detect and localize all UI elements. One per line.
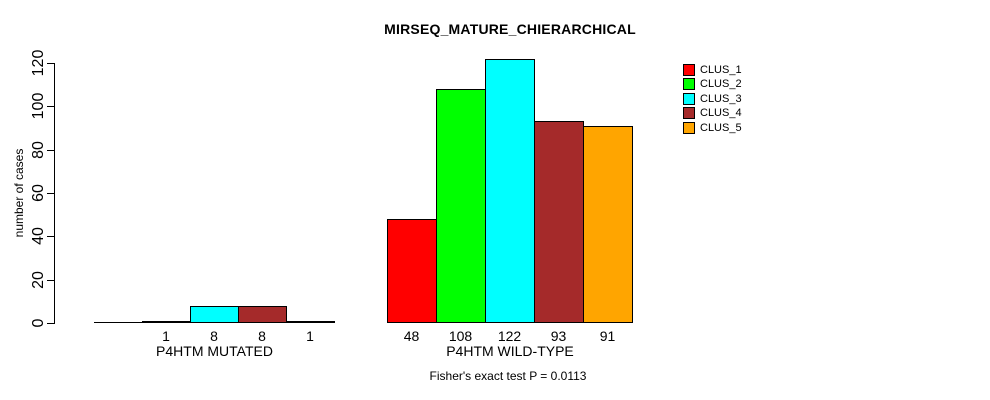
legend-swatch-clus_3 xyxy=(683,92,695,105)
bar-clus_5-group2 xyxy=(583,126,633,323)
y-tick-label: 40 xyxy=(30,227,47,245)
x-group-label-2: P4HTM WILD-TYPE xyxy=(446,343,574,359)
bar-value-label: 48 xyxy=(403,328,420,344)
y-tick-mark xyxy=(47,236,54,237)
x-group-label-1: P4HTM MUTATED xyxy=(156,343,273,359)
bar-clus_2-group1 xyxy=(142,321,191,323)
bar-value-label: 8 xyxy=(258,328,266,344)
y-tick-mark xyxy=(47,63,54,64)
legend-swatch-clus_5 xyxy=(683,121,695,134)
y-tick-mark xyxy=(47,106,54,107)
legend-label-clus_4: CLUS_4 xyxy=(700,107,742,120)
bar-value-label: 1 xyxy=(162,328,170,344)
legend-swatch-clus_1 xyxy=(683,64,695,76)
y-tick-label: 120 xyxy=(30,49,47,77)
fisher-test-annotation: Fisher's exact test P = 0.0113 xyxy=(429,369,587,383)
y-tick-label: 60 xyxy=(30,184,47,202)
bar-value-label: 108 xyxy=(448,328,473,344)
y-tick-mark xyxy=(47,323,54,324)
y-tick-mark xyxy=(47,193,54,194)
legend-swatch-clus_4 xyxy=(683,107,695,120)
y-axis-title: number of cases xyxy=(12,148,26,238)
legend-label-clus_2: CLUS_2 xyxy=(700,78,742,91)
bar-clus_4-group1 xyxy=(238,306,287,323)
legend-label-clus_3: CLUS_3 xyxy=(700,92,742,105)
bar-value-label: 93 xyxy=(550,328,567,344)
bar-clus_3-group2 xyxy=(485,59,535,323)
legend-label-clus_5: CLUS_5 xyxy=(700,121,742,134)
legend-label-clus_1: CLUS_1 xyxy=(700,64,742,76)
legend-swatch-clus_2 xyxy=(683,78,695,91)
bar-clus_1-group2 xyxy=(387,219,437,323)
y-tick-label: 100 xyxy=(30,92,47,120)
bar-clus_4-group2 xyxy=(534,121,584,323)
bar-value-label: 122 xyxy=(497,328,522,344)
bar-clus_1-group1 xyxy=(94,322,143,323)
bar-clus_2-group2 xyxy=(436,89,486,323)
y-tick-label: 0 xyxy=(30,318,47,328)
y-tick-label: 80 xyxy=(30,141,47,159)
bar-value-label: 1 xyxy=(306,328,314,344)
y-tick-label: 20 xyxy=(30,271,47,289)
bar-clus_5-group1 xyxy=(286,321,335,323)
bar-value-label: 8 xyxy=(210,328,218,344)
y-tick-mark xyxy=(47,150,54,151)
bar-value-label: 91 xyxy=(599,328,616,344)
y-axis-line xyxy=(54,63,55,324)
bar-clus_3-group1 xyxy=(190,306,239,323)
chart-title: MIRSEQ_MATURE_CHIERARCHICAL xyxy=(384,21,636,37)
y-tick-mark xyxy=(47,280,54,281)
